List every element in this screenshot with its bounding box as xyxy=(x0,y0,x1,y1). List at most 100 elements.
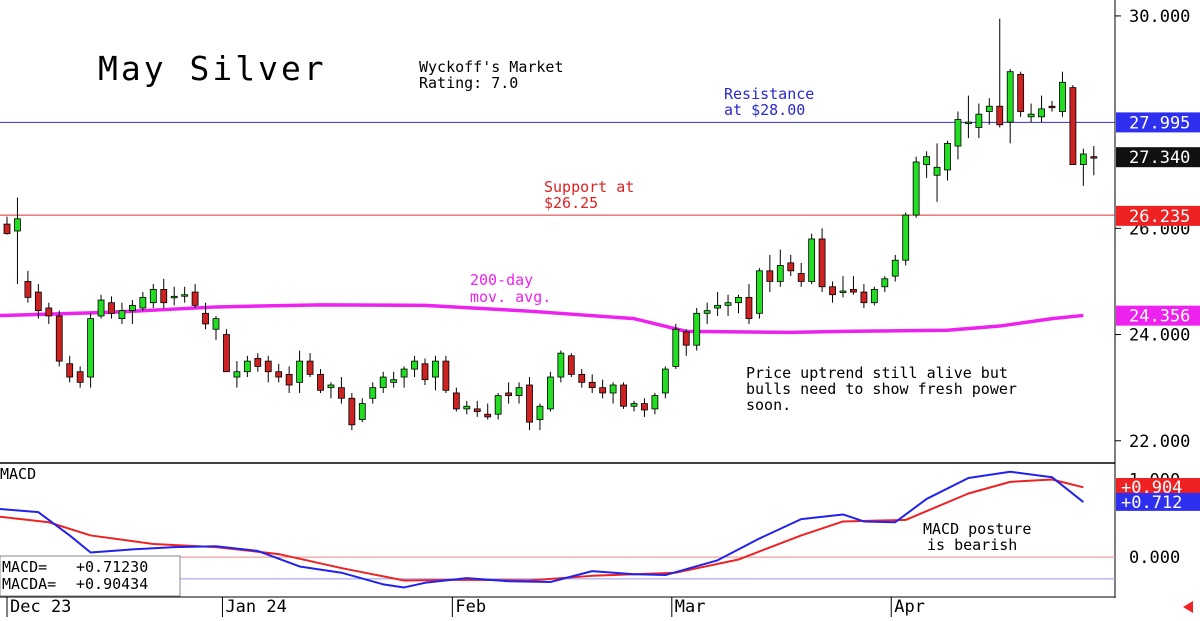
candle xyxy=(212,315,220,340)
candle-body-down xyxy=(641,403,648,411)
rating-line-1: Wyckoff's Market xyxy=(419,58,564,76)
candle xyxy=(912,156,920,218)
candle xyxy=(954,111,962,160)
candle xyxy=(881,276,889,293)
ma-label-1: 200-day xyxy=(470,271,533,289)
candle xyxy=(149,284,157,308)
candle-body-down xyxy=(264,360,272,373)
candle xyxy=(285,366,293,393)
candle-body-down xyxy=(620,384,627,407)
chart-title: May Silver xyxy=(98,49,327,88)
candle-body-down xyxy=(829,286,836,296)
candle xyxy=(870,286,878,306)
candle xyxy=(860,284,868,308)
candle-body-down xyxy=(745,296,753,320)
candle-body-up xyxy=(358,403,366,420)
candle-body-up xyxy=(296,360,304,383)
candle xyxy=(463,400,471,415)
candle xyxy=(327,382,335,399)
candle-body-down xyxy=(1090,156,1098,159)
candle-body-down xyxy=(1069,87,1077,166)
candle xyxy=(756,268,763,319)
candle xyxy=(14,197,21,285)
candle xyxy=(829,281,836,303)
candle-body-up xyxy=(756,270,763,314)
candle xyxy=(369,382,377,404)
price-tag-label: 24.356 xyxy=(1129,307,1190,327)
annotation-line-1: Price uptrend still alive but xyxy=(746,364,1008,382)
candle xyxy=(944,140,951,181)
candle xyxy=(97,294,105,319)
macda-readout-value: +0.90434 xyxy=(76,575,148,593)
candle xyxy=(526,377,533,431)
price-tag-label: 26.235 xyxy=(1129,207,1190,227)
candle xyxy=(808,233,816,285)
macd-tag xyxy=(1116,477,1200,496)
macda-readout-label: MACDA= xyxy=(2,575,56,593)
price-tag xyxy=(1116,112,1200,133)
candle xyxy=(975,103,983,139)
candle xyxy=(254,353,262,372)
candle xyxy=(34,284,42,319)
price-tag-label: 27.995 xyxy=(1129,113,1190,133)
candle-body-up xyxy=(975,113,983,128)
candle-body-up xyxy=(243,360,251,373)
candle xyxy=(766,254,774,293)
scroll-left-arrow-icon[interactable] xyxy=(1183,601,1193,613)
candle-body-down xyxy=(45,307,53,317)
candle xyxy=(348,392,356,431)
candle-body-up xyxy=(515,387,523,397)
candle xyxy=(452,387,460,412)
candle-body-down xyxy=(452,392,460,410)
candle xyxy=(358,398,366,423)
candle-body-up xyxy=(463,405,471,410)
candle xyxy=(108,296,115,319)
candle xyxy=(1059,71,1066,117)
candle-body-down xyxy=(442,360,450,391)
candle xyxy=(933,143,941,202)
ma-label-2: mov. avg. xyxy=(470,288,551,306)
candle-body-up xyxy=(912,161,920,216)
support-label-2: $26.25 xyxy=(544,194,598,212)
candle-body-up xyxy=(965,121,972,125)
support-label-1: Support at xyxy=(544,178,634,196)
candle-body-down xyxy=(818,238,826,288)
candle-body-up xyxy=(327,384,335,389)
candle-body-down xyxy=(526,384,533,423)
candle xyxy=(693,308,701,351)
candle-body-down xyxy=(588,381,596,389)
candle-body-down xyxy=(578,373,586,383)
candle xyxy=(296,350,304,393)
candle-body-down xyxy=(34,291,42,312)
date-label: Jan 24 xyxy=(225,597,286,617)
candle xyxy=(536,403,544,431)
macd-tag-label: +0.712 xyxy=(1121,493,1182,513)
candle-body-down xyxy=(55,315,63,362)
candle xyxy=(306,353,314,378)
candle-body-down xyxy=(682,331,690,346)
price-tick-label: 22.000 xyxy=(1129,432,1190,452)
macd-tag xyxy=(1116,492,1200,511)
macd-line xyxy=(0,470,1084,589)
candle xyxy=(473,400,481,417)
candle-body-up xyxy=(672,328,680,367)
macd-label: MACD xyxy=(0,465,36,483)
candle xyxy=(985,98,993,125)
candle-body-up xyxy=(954,119,962,147)
candle-body-up xyxy=(233,371,241,378)
candle xyxy=(191,284,199,308)
candle-body-down xyxy=(484,413,492,418)
candle-body-up xyxy=(181,294,189,297)
macd-signal-line xyxy=(0,478,1084,582)
candle xyxy=(672,323,680,370)
candle xyxy=(578,369,586,388)
candle-body-down xyxy=(1048,105,1056,109)
price-tag xyxy=(1116,205,1200,226)
candle xyxy=(421,358,429,385)
candle-body-up xyxy=(557,352,565,378)
candle xyxy=(902,212,910,266)
candle xyxy=(87,313,94,388)
candle xyxy=(66,355,74,383)
candle xyxy=(390,371,398,388)
